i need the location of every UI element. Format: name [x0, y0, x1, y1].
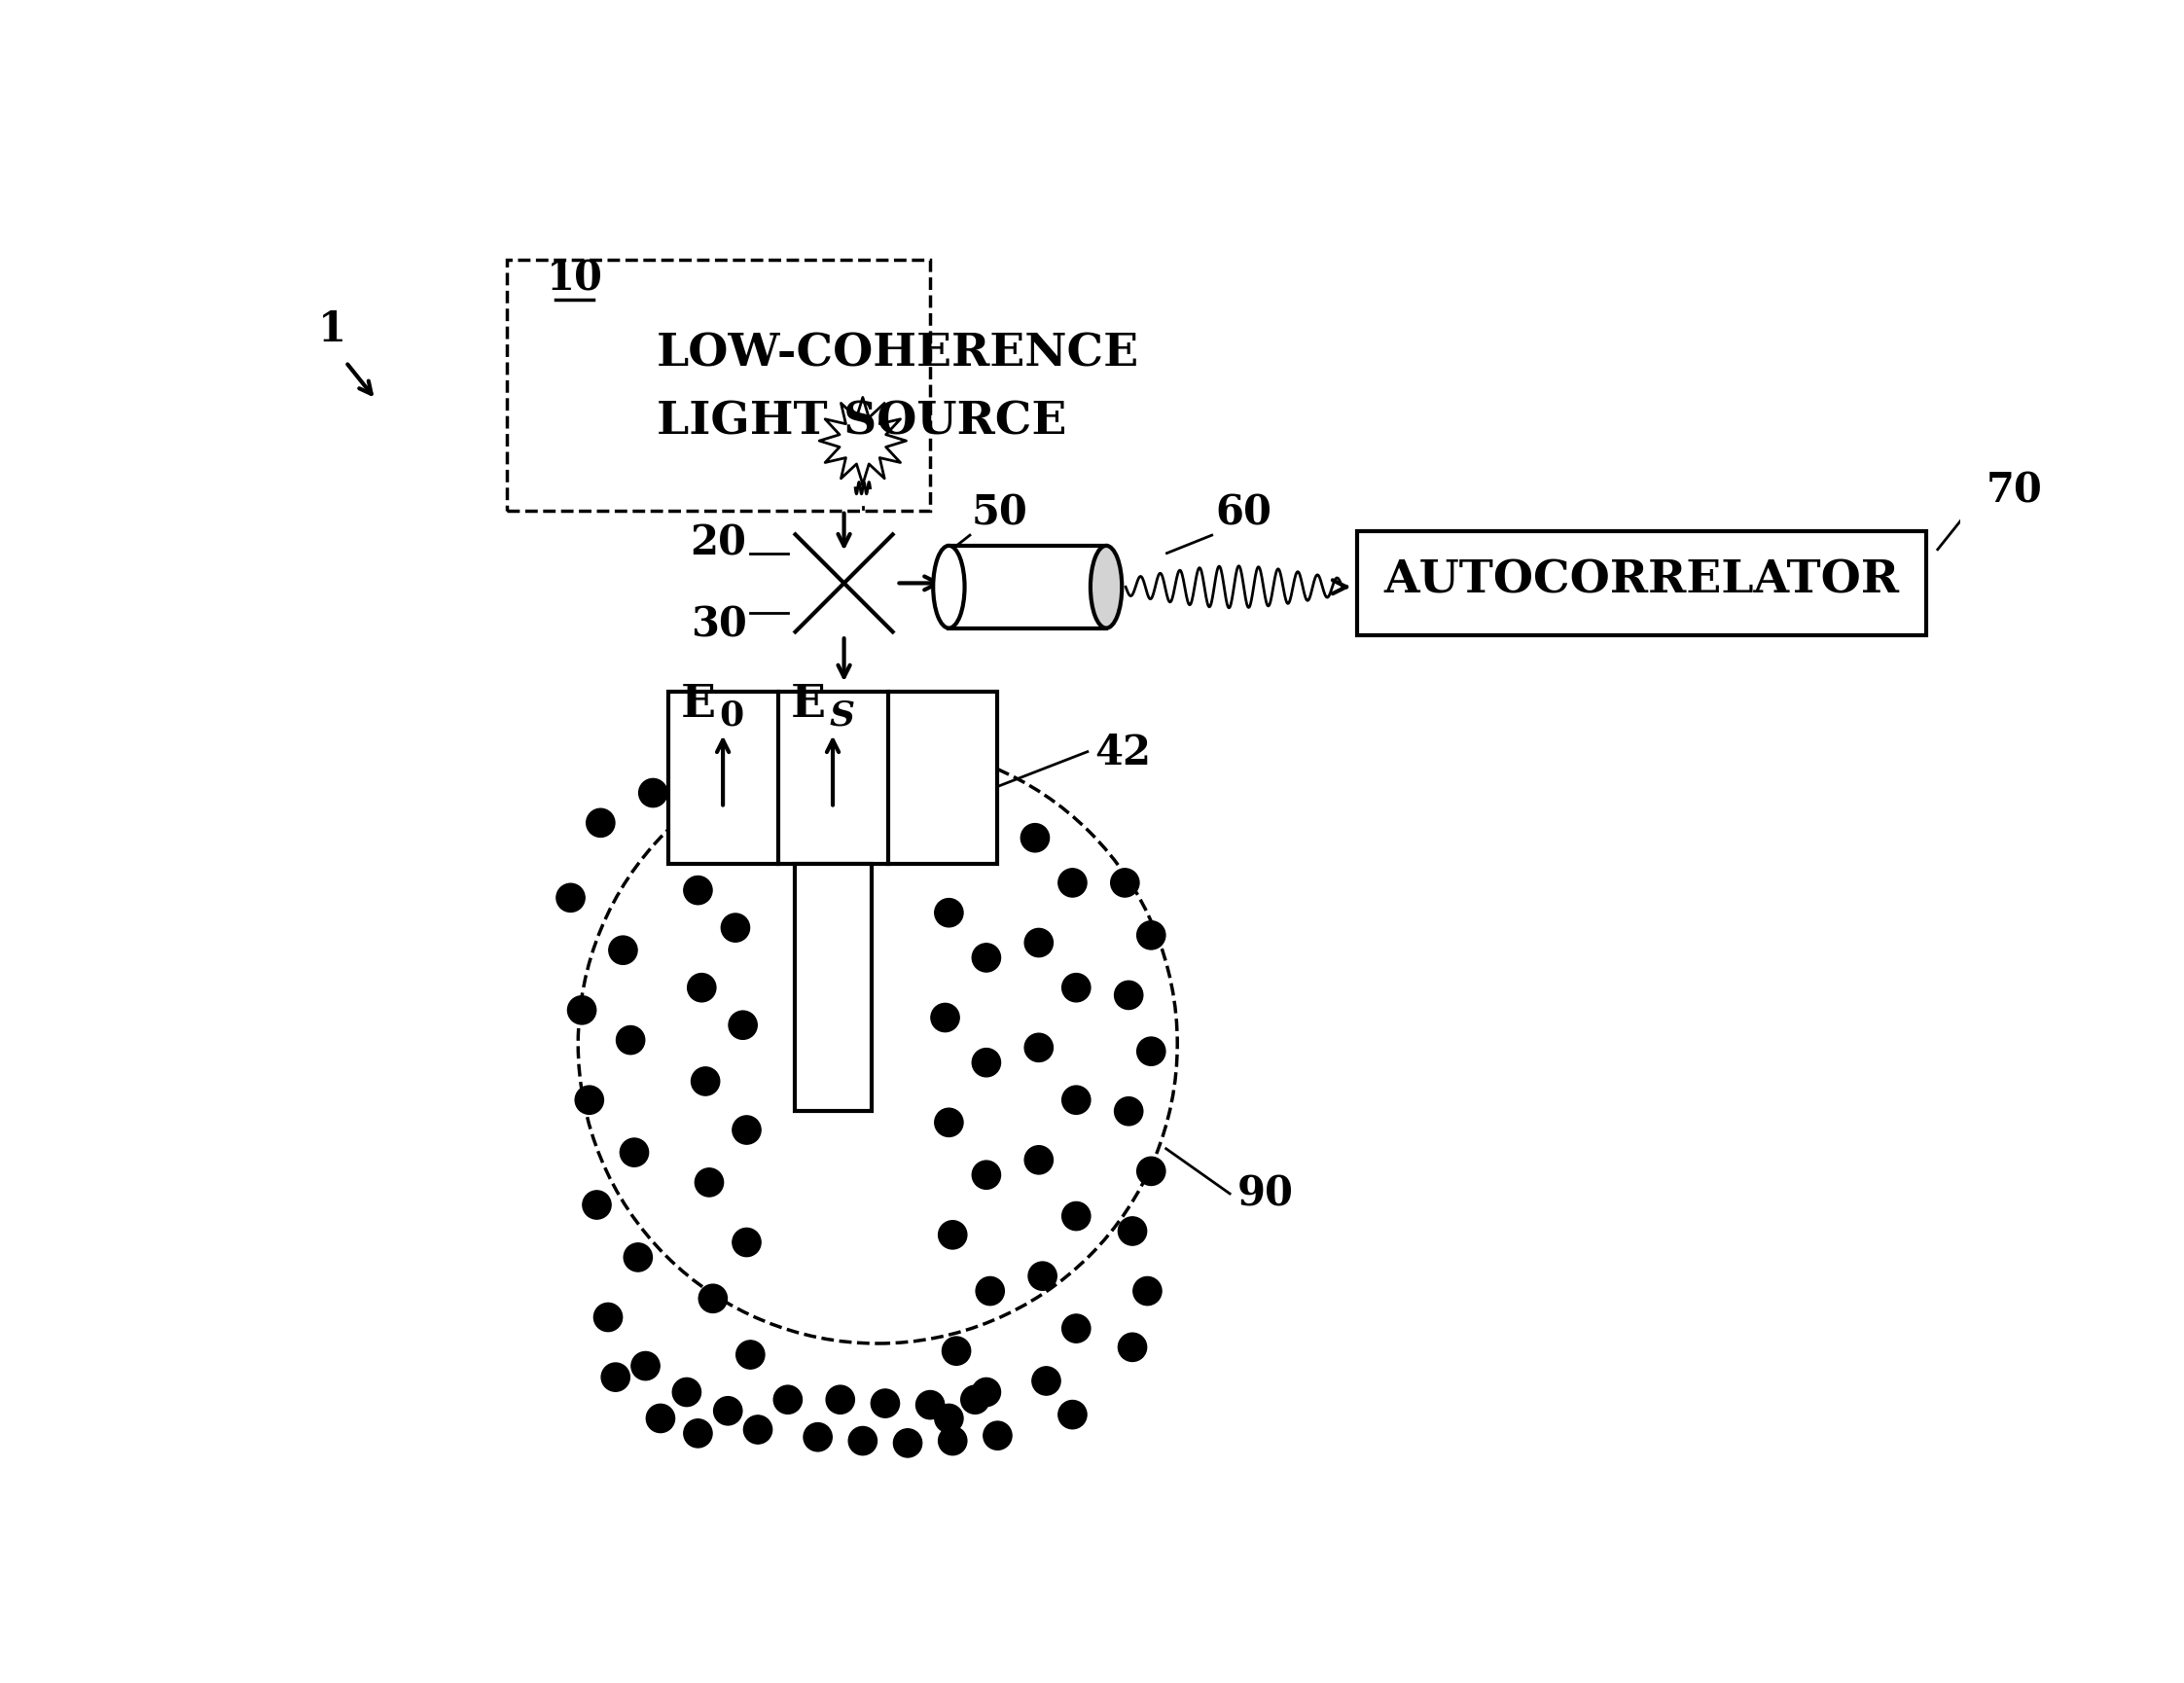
Text: 20: 20	[690, 522, 747, 564]
Circle shape	[773, 1385, 802, 1414]
Bar	[507, 261, 930, 512]
Circle shape	[690, 1067, 721, 1096]
Text: 50: 50	[972, 491, 1029, 534]
Circle shape	[721, 914, 749, 942]
Circle shape	[625, 1244, 653, 1272]
Circle shape	[638, 779, 668, 808]
Circle shape	[631, 1351, 660, 1380]
Text: 42: 42	[1094, 732, 1151, 772]
Text: 40: 40	[856, 709, 911, 751]
Circle shape	[972, 1161, 1000, 1190]
Circle shape	[732, 1229, 760, 1257]
Circle shape	[1112, 868, 1140, 897]
Circle shape	[1114, 981, 1142, 1010]
Circle shape	[1133, 1277, 1162, 1306]
Circle shape	[1114, 1097, 1142, 1126]
Circle shape	[1061, 1086, 1090, 1114]
Circle shape	[1024, 1033, 1053, 1062]
Circle shape	[1118, 1217, 1147, 1245]
Circle shape	[804, 1424, 832, 1451]
Circle shape	[1020, 825, 1048, 853]
Circle shape	[1061, 1314, 1090, 1343]
Circle shape	[941, 1336, 970, 1365]
Circle shape	[972, 1049, 1000, 1077]
Circle shape	[939, 1427, 968, 1456]
Circle shape	[850, 1427, 878, 1456]
Circle shape	[1059, 1400, 1088, 1429]
Circle shape	[935, 899, 963, 927]
Circle shape	[871, 1388, 900, 1417]
Text: 1: 1	[319, 308, 347, 350]
Circle shape	[714, 1397, 743, 1426]
Circle shape	[1138, 1037, 1166, 1065]
Bar	[795, 865, 871, 1111]
Circle shape	[594, 1303, 622, 1331]
Circle shape	[972, 1378, 1000, 1407]
Circle shape	[688, 974, 716, 1003]
Circle shape	[1061, 974, 1090, 1003]
Circle shape	[961, 1385, 989, 1414]
Circle shape	[930, 1003, 959, 1032]
Bar	[668, 692, 998, 865]
Circle shape	[729, 1011, 758, 1040]
Circle shape	[935, 1404, 963, 1432]
Text: S: S	[830, 698, 856, 730]
Bar	[1356, 532, 1926, 636]
Circle shape	[729, 786, 758, 815]
Text: LIGHT SOURCE: LIGHT SOURCE	[657, 399, 1066, 444]
Circle shape	[976, 1277, 1005, 1306]
Bar	[948, 547, 1105, 629]
Circle shape	[983, 1422, 1011, 1451]
Circle shape	[684, 1419, 712, 1447]
Circle shape	[893, 1429, 922, 1457]
Circle shape	[972, 944, 1000, 973]
Text: AUTOCORRELATOR: AUTOCORRELATOR	[1385, 557, 1900, 603]
Circle shape	[609, 936, 638, 964]
Circle shape	[826, 1385, 854, 1414]
Text: 30: 30	[690, 604, 747, 645]
Circle shape	[646, 1404, 675, 1432]
Text: 90: 90	[1238, 1173, 1293, 1215]
Text: 0: 0	[719, 698, 745, 730]
Circle shape	[579, 746, 1177, 1343]
Ellipse shape	[1090, 547, 1123, 629]
Text: 70: 70	[1987, 470, 2042, 510]
Circle shape	[736, 1341, 764, 1368]
Circle shape	[968, 831, 996, 860]
Text: E: E	[681, 682, 716, 725]
Circle shape	[684, 877, 712, 905]
Circle shape	[568, 996, 596, 1025]
Circle shape	[695, 1168, 723, 1197]
Circle shape	[1061, 1202, 1090, 1230]
Circle shape	[574, 1086, 603, 1114]
Circle shape	[1059, 868, 1088, 897]
Circle shape	[935, 1109, 963, 1138]
Circle shape	[939, 1220, 968, 1249]
Circle shape	[585, 810, 616, 838]
Ellipse shape	[933, 547, 965, 629]
Circle shape	[924, 801, 952, 830]
Circle shape	[616, 1027, 644, 1055]
Circle shape	[1138, 921, 1166, 949]
Circle shape	[1033, 1367, 1061, 1395]
Circle shape	[1029, 1262, 1057, 1291]
Circle shape	[583, 1192, 612, 1220]
Text: LOW-COHERENCE: LOW-COHERENCE	[657, 332, 1140, 377]
Circle shape	[673, 1378, 701, 1407]
Circle shape	[915, 1390, 943, 1419]
Text: E: E	[791, 682, 826, 725]
Circle shape	[557, 884, 585, 912]
Circle shape	[1118, 1333, 1147, 1362]
Circle shape	[601, 1363, 629, 1392]
Text: 10: 10	[546, 257, 603, 298]
Circle shape	[699, 1284, 727, 1313]
Circle shape	[743, 1415, 773, 1444]
Text: 60: 60	[1216, 491, 1271, 534]
Circle shape	[1024, 1146, 1053, 1175]
Circle shape	[690, 816, 721, 845]
Circle shape	[1138, 1158, 1166, 1187]
Circle shape	[620, 1138, 649, 1166]
Circle shape	[732, 1116, 760, 1144]
Circle shape	[1024, 929, 1053, 958]
